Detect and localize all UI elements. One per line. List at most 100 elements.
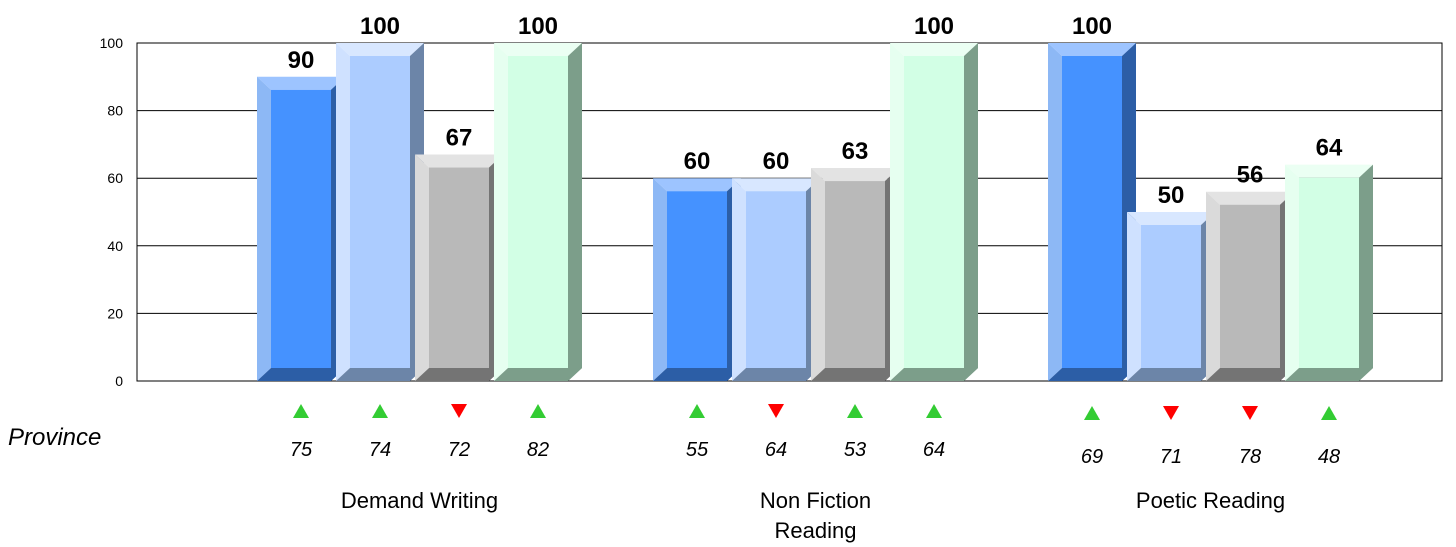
bar-left-bevel bbox=[1048, 43, 1062, 381]
x-category-label: Non Fiction Reading bbox=[760, 488, 871, 543]
trend-up-icon bbox=[1084, 406, 1100, 420]
data-label: 60 bbox=[763, 148, 790, 175]
y-tick-label: 60 bbox=[107, 170, 123, 186]
bar-top-face bbox=[1048, 43, 1136, 56]
province-value: 75 bbox=[290, 439, 313, 461]
bar bbox=[257, 76, 345, 382]
province-value: 72 bbox=[448, 439, 470, 461]
bar-front-face bbox=[1220, 204, 1280, 368]
province-value: 74 bbox=[369, 439, 391, 461]
data-label: 100 bbox=[1072, 13, 1112, 40]
bar-front-face bbox=[1299, 177, 1359, 368]
bar-front-face bbox=[825, 181, 885, 368]
trend-up-icon bbox=[847, 404, 863, 418]
data-label: 63 bbox=[842, 138, 869, 165]
bar bbox=[336, 43, 424, 381]
bar-bottom-corner bbox=[964, 368, 978, 381]
bar-top-face bbox=[732, 178, 820, 192]
trend-up-icon bbox=[372, 404, 388, 418]
bar-left-bevel bbox=[257, 76, 271, 382]
bar-top-face bbox=[1127, 212, 1215, 225]
bar-top-face bbox=[415, 154, 503, 168]
bar-bottom-bevel bbox=[811, 368, 885, 381]
bar-front-face bbox=[746, 191, 806, 368]
bar-front-face bbox=[904, 56, 964, 368]
bar-front-face bbox=[1141, 225, 1201, 368]
x-category-label: Demand Writing bbox=[341, 488, 498, 513]
province-value: 53 bbox=[844, 439, 866, 461]
bar bbox=[1127, 212, 1215, 381]
province-value: 48 bbox=[1318, 446, 1340, 468]
bar bbox=[1048, 43, 1136, 381]
trend-up-icon bbox=[926, 404, 942, 418]
bar-bottom-bevel bbox=[494, 368, 568, 381]
trend-down-icon bbox=[451, 404, 467, 418]
bar-top-face bbox=[257, 76, 345, 90]
trend-down-icon bbox=[1163, 406, 1179, 420]
x-category-label: Poetic Reading bbox=[1136, 488, 1285, 513]
trend-up-icon bbox=[293, 404, 309, 418]
bar-side-face bbox=[568, 43, 582, 381]
y-tick-label: 40 bbox=[107, 238, 123, 254]
bar-bottom-bevel bbox=[732, 368, 806, 381]
bar-bottom-bevel bbox=[1127, 368, 1201, 381]
bar-side-face bbox=[964, 43, 978, 381]
bar-bottom-bevel bbox=[1048, 368, 1122, 381]
bar-front-face bbox=[271, 89, 331, 369]
data-label: 100 bbox=[914, 13, 954, 40]
value-labels: 90 100 67 100 Demand Writing 60 60 63 100 Non Fic… bbox=[288, 13, 1343, 543]
bar-top-face bbox=[1285, 164, 1373, 178]
bar-bottom-bevel bbox=[336, 368, 410, 381]
bar-top-face bbox=[336, 43, 424, 56]
data-label: 100 bbox=[360, 13, 400, 40]
bar-top-face bbox=[494, 43, 582, 56]
y-tick-label: 100 bbox=[100, 35, 124, 51]
bar-bottom-bevel bbox=[890, 368, 964, 381]
trend-up-icon bbox=[1321, 406, 1337, 420]
province-value: 55 bbox=[686, 439, 709, 461]
bar-front-face bbox=[667, 191, 727, 368]
bar-left-bevel bbox=[494, 43, 508, 381]
bar-top-face bbox=[890, 43, 978, 56]
bar-top-face bbox=[653, 178, 741, 192]
bar bbox=[494, 43, 582, 381]
bar-bottom-bevel bbox=[1206, 368, 1280, 381]
bar-left-bevel bbox=[653, 178, 667, 381]
bar-front-face bbox=[508, 56, 568, 368]
data-label: 64 bbox=[1316, 135, 1343, 162]
bar bbox=[890, 43, 978, 381]
data-label: 90 bbox=[288, 47, 315, 74]
bar-left-bevel bbox=[415, 154, 429, 381]
bar-bottom-corner bbox=[568, 368, 582, 381]
y-tick-label: 80 bbox=[107, 103, 123, 119]
trend-down-icon bbox=[1242, 406, 1258, 420]
bar bbox=[811, 168, 899, 381]
y-tick-label: 0 bbox=[115, 373, 123, 389]
trend-down-icon bbox=[768, 404, 784, 418]
province-value: 71 bbox=[1160, 446, 1182, 468]
data-label: 50 bbox=[1158, 182, 1185, 209]
y-tick-label: 20 bbox=[107, 305, 123, 321]
bar-left-bevel bbox=[811, 168, 825, 381]
province-value: 78 bbox=[1239, 446, 1261, 468]
bar-top-face bbox=[811, 168, 899, 182]
province-value: 64 bbox=[923, 439, 945, 461]
province-value: 64 bbox=[765, 439, 787, 461]
bar-bottom-bevel bbox=[653, 368, 727, 381]
bar bbox=[415, 154, 503, 381]
bar-bottom-bevel bbox=[1285, 368, 1359, 381]
bar bbox=[732, 178, 820, 381]
bar-bottom-bevel bbox=[415, 368, 489, 381]
trend-up-icon bbox=[689, 404, 705, 418]
bar-left-bevel bbox=[1285, 164, 1299, 381]
bar bbox=[653, 178, 741, 381]
bars bbox=[257, 43, 1373, 382]
province-value: 82 bbox=[527, 439, 549, 461]
bar-front-face bbox=[350, 56, 410, 368]
bar-side-face bbox=[1359, 164, 1373, 381]
bar-left-bevel bbox=[1127, 212, 1141, 381]
bar-left-bevel bbox=[890, 43, 904, 381]
bar-bottom-bevel bbox=[257, 368, 331, 381]
bar-left-bevel bbox=[1206, 191, 1220, 381]
